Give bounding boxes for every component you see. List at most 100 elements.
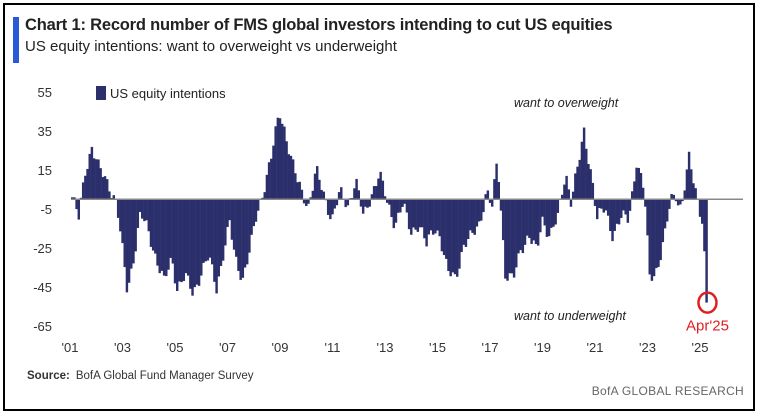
latest-highlight-circle <box>697 291 718 314</box>
bar <box>270 158 273 200</box>
bar <box>77 199 80 220</box>
bar <box>302 199 306 204</box>
bar <box>521 199 525 254</box>
bar <box>106 179 109 200</box>
bar <box>506 199 509 281</box>
bar <box>412 199 415 228</box>
bar <box>396 199 400 213</box>
bar <box>167 199 170 270</box>
bar <box>127 199 131 283</box>
y-tick-label: -65 <box>33 319 52 334</box>
bar <box>674 199 678 202</box>
bar <box>453 199 457 275</box>
bar <box>71 197 74 200</box>
bar <box>703 199 706 252</box>
bar <box>493 179 496 200</box>
bar <box>121 199 124 244</box>
legend-label: US equity intentions <box>110 86 226 101</box>
bar <box>73 197 76 200</box>
bar <box>160 199 164 271</box>
bar <box>469 199 472 231</box>
bar <box>235 199 238 257</box>
bar <box>208 199 212 258</box>
bar <box>75 199 78 210</box>
bar <box>687 151 691 200</box>
x-tick-label: '03 <box>114 340 131 355</box>
bar <box>383 196 387 200</box>
bar <box>291 159 295 200</box>
legend-swatch <box>96 86 106 100</box>
bar <box>598 199 601 209</box>
bar <box>495 163 498 200</box>
bar <box>561 194 564 200</box>
bar <box>143 199 146 222</box>
bar <box>403 199 406 204</box>
x-tick-label: '23 <box>639 340 656 355</box>
bar <box>386 199 389 203</box>
bar <box>679 199 682 205</box>
bar <box>165 199 168 277</box>
bar <box>593 199 597 206</box>
bar <box>320 189 323 200</box>
bar <box>138 199 142 212</box>
bar <box>615 199 619 224</box>
x-axis-ticks: '01 '03 '05 '07 '09 '11 '13 '15 '17 '19 '21 '23 '25 <box>62 340 709 355</box>
bar <box>90 146 94 200</box>
bar <box>289 155 293 200</box>
bar <box>173 199 177 284</box>
bar <box>694 188 697 200</box>
chart-title: Chart 1: Record number of FMS global inv… <box>25 16 613 34</box>
bar <box>346 199 350 206</box>
bar <box>401 199 404 207</box>
bar <box>265 174 269 200</box>
bar <box>567 189 570 200</box>
bar <box>609 199 612 232</box>
bar <box>162 199 166 276</box>
bar <box>663 199 667 229</box>
bar <box>622 199 625 211</box>
bar <box>84 175 87 200</box>
bar <box>95 159 98 200</box>
bar <box>458 199 461 269</box>
bar <box>232 199 236 250</box>
bar <box>646 199 649 236</box>
title-accent-bar <box>13 17 19 63</box>
bar <box>418 199 422 228</box>
bar <box>92 158 96 200</box>
bar <box>213 199 216 282</box>
bar <box>217 199 220 277</box>
bar <box>600 199 603 209</box>
bar <box>309 197 312 200</box>
bar <box>683 190 686 200</box>
bar <box>300 189 304 200</box>
bar <box>690 169 693 200</box>
underweight-annotation: want to underweight <box>514 309 626 323</box>
bar <box>606 199 610 216</box>
bar <box>556 199 560 213</box>
bar <box>541 199 544 217</box>
bar <box>221 199 225 261</box>
bar <box>475 199 479 227</box>
bar <box>471 199 474 233</box>
bar <box>405 199 409 213</box>
bar <box>543 199 546 226</box>
bar <box>571 191 575 200</box>
bar <box>296 182 299 200</box>
bar <box>224 199 227 246</box>
bar <box>215 199 218 294</box>
bar <box>434 199 437 234</box>
bar <box>392 199 395 229</box>
bar <box>705 199 708 303</box>
bar <box>388 199 391 205</box>
bar <box>547 199 551 237</box>
bar <box>445 199 448 259</box>
bar <box>182 199 185 281</box>
bar <box>526 199 529 236</box>
bar <box>399 199 402 213</box>
x-tick-label: '17 <box>482 340 499 355</box>
bar <box>515 199 518 268</box>
bar <box>456 199 459 277</box>
x-tick-label: '05 <box>167 340 184 355</box>
bar <box>368 199 371 207</box>
bar <box>274 126 277 200</box>
